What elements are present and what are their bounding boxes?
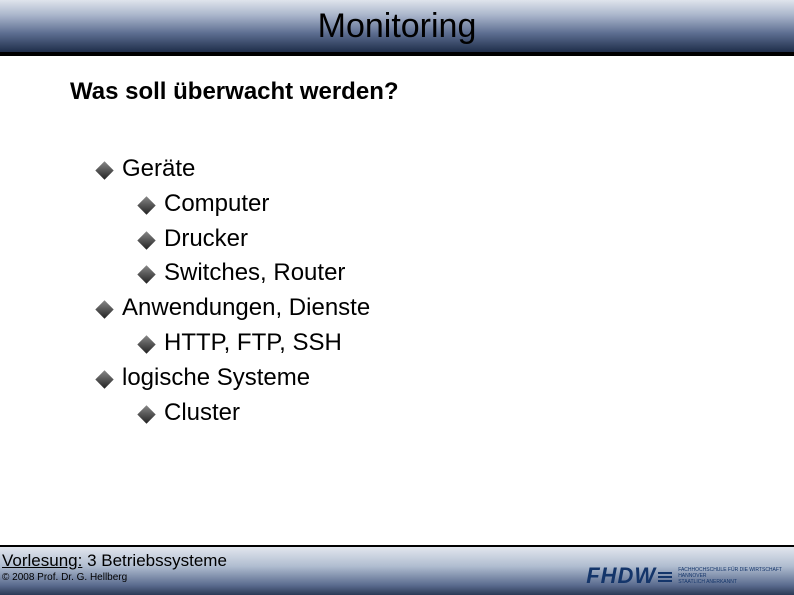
slide-title: Monitoring: [318, 7, 477, 46]
title-bar: Monitoring: [0, 0, 794, 56]
logo-stripes-icon: [658, 572, 672, 582]
slide: Monitoring Was soll überwacht werden? Ge…: [0, 0, 794, 595]
logo-text: FHDW: [586, 563, 656, 588]
list-item: logische Systeme: [70, 361, 724, 396]
list-item: Switches, Router: [70, 256, 724, 291]
bullet-list: Geräte Computer Drucker Switches, Router…: [70, 152, 724, 430]
logo-line3: STAATLICH ANERKANNT: [678, 579, 782, 585]
footer-left: Vorlesung: 3 Betriebssysteme © 2008 Prof…: [0, 551, 227, 583]
logo-mark: FHDW: [586, 563, 672, 589]
lecture-value: 3 Betriebssysteme: [87, 551, 227, 570]
list-item: Cluster: [70, 396, 724, 431]
lecture-line: Vorlesung: 3 Betriebssysteme: [2, 551, 227, 571]
footer-logo: FHDW FACHHOCHSCHULE FÜR DIE WIRTSCHAFT H…: [586, 563, 782, 589]
list-item: Geräte: [70, 152, 724, 187]
footer: Vorlesung: 3 Betriebssysteme © 2008 Prof…: [0, 545, 794, 595]
lecture-label: Vorlesung:: [2, 551, 82, 570]
list-item: Anwendungen, Dienste: [70, 291, 724, 326]
list-item: Computer: [70, 187, 724, 222]
list-item: HTTP, FTP, SSH: [70, 326, 724, 361]
slide-subtitle: Was soll überwacht werden?: [70, 78, 724, 106]
logo-subtext: FACHHOCHSCHULE FÜR DIE WIRTSCHAFT HANNOV…: [678, 567, 782, 585]
list-item: Drucker: [70, 222, 724, 257]
author-line: © 2008 Prof. Dr. G. Hellberg: [2, 572, 227, 583]
content-area: Was soll überwacht werden? Geräte Comput…: [0, 56, 794, 430]
